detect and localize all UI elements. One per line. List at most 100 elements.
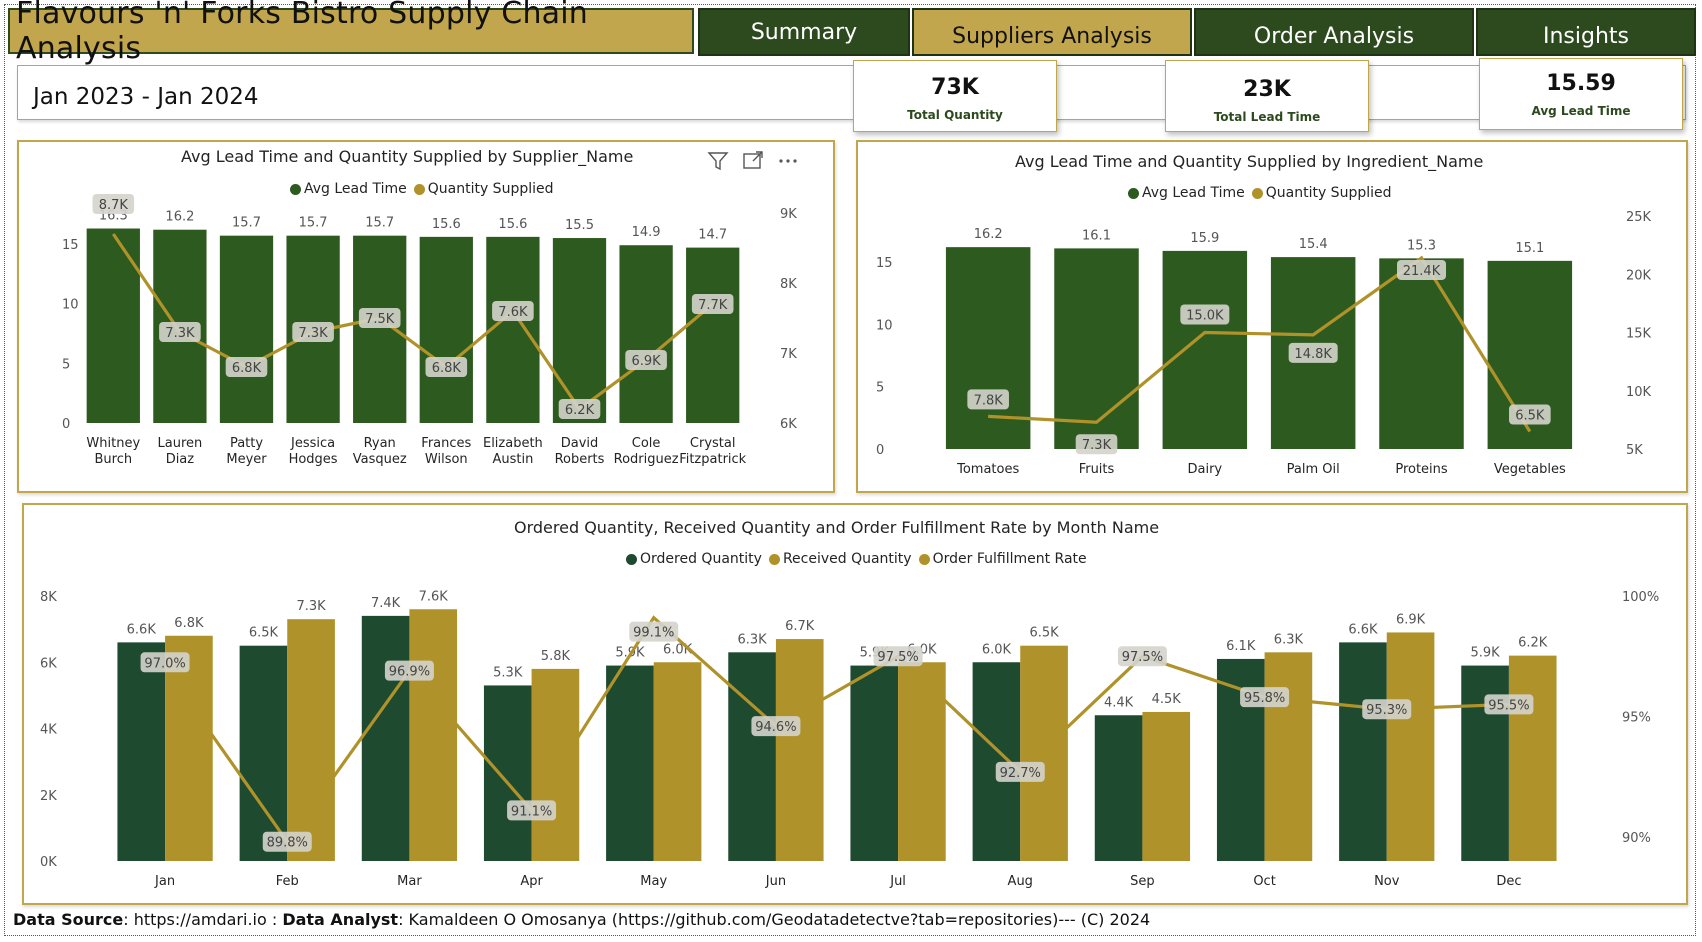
bar-avg-lead-time bbox=[1054, 248, 1139, 449]
line-data-label-bg bbox=[425, 357, 468, 377]
more-options-icon[interactable] bbox=[777, 150, 799, 172]
y-left-tick-label: 5 bbox=[62, 357, 70, 372]
line-data-label: 89.8% bbox=[267, 836, 308, 851]
x-tick-label: Nov bbox=[1374, 874, 1400, 889]
line-data-label-bg bbox=[225, 357, 268, 377]
bar-received-quantity bbox=[165, 635, 213, 861]
bar-data-label: 14.7 bbox=[698, 228, 727, 243]
line-data-label: 91.1% bbox=[511, 804, 552, 819]
bar-ordered-quantity bbox=[117, 642, 166, 861]
footer-source-label: Data Source bbox=[13, 910, 124, 929]
line-data-label-bg bbox=[1362, 699, 1412, 720]
x-tick-label: Vasquez bbox=[353, 452, 407, 467]
legend-label: Quantity Supplied bbox=[1265, 185, 1392, 201]
x-tick-label: Oct bbox=[1253, 874, 1275, 889]
bar-data-label: 15.7 bbox=[232, 216, 261, 231]
line-data-label-bg bbox=[492, 301, 534, 321]
bar-data-label: 15.7 bbox=[365, 216, 394, 231]
y-right-tick-label: 6K bbox=[780, 417, 797, 432]
line-data-label: 97.5% bbox=[1122, 650, 1163, 665]
bar-data-label: 14.9 bbox=[632, 225, 661, 240]
y-left-tick-label: 5 bbox=[876, 381, 884, 396]
chart-title: Avg Lead Time and Quantity Supplied by S… bbox=[181, 147, 634, 166]
x-tick-label: Austin bbox=[492, 452, 533, 467]
x-tick-label: Proteins bbox=[1395, 462, 1448, 477]
x-tick-label: Apr bbox=[520, 874, 543, 889]
x-tick-label: Tomatoes bbox=[956, 462, 1019, 477]
y-right-tick-label: 15K bbox=[1626, 327, 1652, 342]
bar-data-label: 15.5 bbox=[565, 218, 594, 233]
bar-received-quantity bbox=[653, 662, 702, 861]
line-data-label-bg bbox=[262, 831, 312, 852]
bar-ordered-quantity bbox=[606, 665, 654, 861]
line-data-label: 95.5% bbox=[1488, 698, 1529, 713]
focus-mode-icon[interactable] bbox=[742, 150, 764, 172]
x-tick-label: May bbox=[640, 874, 667, 889]
kpi-label: Total Lead Time bbox=[1213, 110, 1321, 124]
line-data-label: 7.3K bbox=[1082, 438, 1112, 453]
bar-data-label: 6.8K bbox=[174, 616, 204, 631]
y-left-tick-label: 15 bbox=[876, 256, 893, 271]
line-data-label: 92.7% bbox=[1000, 766, 1041, 781]
kpi-card-total-quantity: 73K Total Quantity bbox=[853, 60, 1057, 132]
line-data-label-bg bbox=[358, 308, 401, 328]
bar-data-label: 6.9K bbox=[1396, 612, 1426, 627]
y-right-tick-label: 5K bbox=[1626, 443, 1643, 458]
bar-data-label: 15.7 bbox=[299, 216, 328, 231]
bar-data-label: 16.1 bbox=[1082, 228, 1111, 243]
line-data-label: 96.9% bbox=[389, 665, 430, 680]
line-data-label: 99.1% bbox=[633, 626, 674, 641]
x-tick-label: Whitney bbox=[86, 436, 140, 451]
x-tick-label: Dec bbox=[1496, 874, 1521, 889]
nav-suppliers-analysis-button[interactable]: Suppliers Analysis bbox=[912, 8, 1192, 56]
y-left-tick-label: 0K bbox=[40, 855, 57, 870]
x-tick-label: Aug bbox=[1008, 874, 1033, 889]
y-left-tick-label: 2K bbox=[40, 789, 57, 804]
line-data-label-bg bbox=[625, 350, 667, 370]
legend-swatch bbox=[626, 553, 637, 565]
bar-data-label: 15.3 bbox=[1407, 238, 1436, 253]
line-data-label: 95.8% bbox=[1244, 691, 1285, 706]
chart-title: Ordered Quantity, Received Quantity and … bbox=[514, 518, 1160, 537]
line-quantity-supplied bbox=[111, 233, 714, 412]
bar-data-label: 15.4 bbox=[1299, 237, 1328, 252]
bar-avg-lead-time bbox=[619, 245, 673, 423]
bar-ordered-quantity bbox=[1339, 642, 1387, 861]
line-data-label: 95.3% bbox=[1366, 703, 1407, 718]
y-left-tick-label: 10 bbox=[876, 318, 893, 333]
y-right-tick-label: 9K bbox=[780, 207, 797, 222]
line-data-label-bg bbox=[1509, 404, 1551, 425]
nav-insights-button[interactable]: Insights bbox=[1476, 8, 1696, 56]
legend-label: Quantity Supplied bbox=[427, 181, 554, 197]
x-tick-label: Meyer bbox=[226, 452, 267, 467]
nav-order-analysis-button[interactable]: Order Analysis bbox=[1194, 8, 1474, 56]
legend-label: Avg Lead Time bbox=[1142, 185, 1245, 201]
bar-avg-lead-time bbox=[686, 247, 740, 423]
legend-swatch bbox=[1251, 187, 1263, 199]
line-data-label-bg bbox=[140, 652, 190, 673]
y-right-tick-label: 10K bbox=[1626, 385, 1652, 400]
line-data-label: 15.0K bbox=[1186, 309, 1224, 324]
x-tick-label: Hodges bbox=[289, 452, 338, 467]
bar-data-label: 6.6K bbox=[1348, 622, 1378, 637]
bar-avg-lead-time bbox=[486, 236, 540, 423]
bar-ordered-quantity bbox=[1094, 715, 1143, 861]
bar-data-label: 7.6K bbox=[419, 589, 449, 604]
filter-icon[interactable] bbox=[707, 150, 729, 172]
line-data-label-bg bbox=[1117, 646, 1167, 667]
line-data-label-bg bbox=[159, 322, 201, 342]
line-data-label-bg bbox=[995, 761, 1045, 782]
line-data-label-bg bbox=[507, 800, 557, 821]
x-tick-label: Fitzpatrick bbox=[679, 452, 746, 467]
x-tick-label: Rodriguez bbox=[614, 452, 679, 467]
bar-ordered-quantity bbox=[483, 685, 532, 861]
line-data-label-bg bbox=[558, 399, 601, 419]
nav-summary-button[interactable]: Summary bbox=[698, 8, 910, 56]
y-left-tick-label: 10 bbox=[62, 298, 79, 313]
line-data-label-bg bbox=[1075, 434, 1118, 455]
line-data-label: 6.9K bbox=[631, 354, 661, 369]
bar-data-label: 6.7K bbox=[785, 619, 815, 634]
y-left-tick-label: 0 bbox=[62, 417, 70, 432]
x-tick-label: Vegetables bbox=[1494, 462, 1566, 477]
